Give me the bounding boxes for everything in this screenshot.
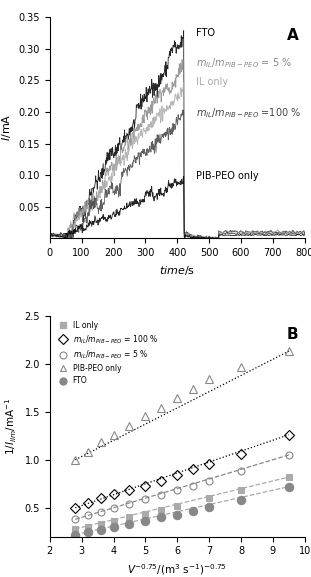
X-axis label: $\it{time}$/s: $\it{time}$/s	[159, 264, 195, 276]
Text: FTO: FTO	[197, 28, 216, 38]
Text: $m_{IL}/m_{PIB-PEO}$ = 5 %: $m_{IL}/m_{PIB-PEO}$ = 5 %	[197, 56, 292, 70]
Y-axis label: $\it{I}$/mA: $\it{I}$/mA	[0, 114, 13, 141]
Text: PIB-PEO only: PIB-PEO only	[197, 171, 259, 181]
X-axis label: $V^{-0.75}$/(m$^3$ s$^{-1}$)$^{-0.75}$: $V^{-0.75}$/(m$^3$ s$^{-1}$)$^{-0.75}$	[128, 562, 227, 576]
Text: B: B	[287, 327, 299, 342]
Text: $m_{IL}/m_{PIB-PEO}$ =100 %: $m_{IL}/m_{PIB-PEO}$ =100 %	[197, 106, 302, 120]
Text: A: A	[287, 28, 299, 43]
Y-axis label: $1/I_{lim}$/mA$^{-1}$: $1/I_{lim}$/mA$^{-1}$	[3, 398, 19, 455]
Legend: IL only, $m_{IL}/m_{PIB-PEO}$ = 100 %, $m_{IL}/m_{PIB-PEO}$ = 5 %, PIB-PEO only,: IL only, $m_{IL}/m_{PIB-PEO}$ = 100 %, $…	[53, 320, 160, 387]
Text: IL only: IL only	[197, 77, 229, 87]
